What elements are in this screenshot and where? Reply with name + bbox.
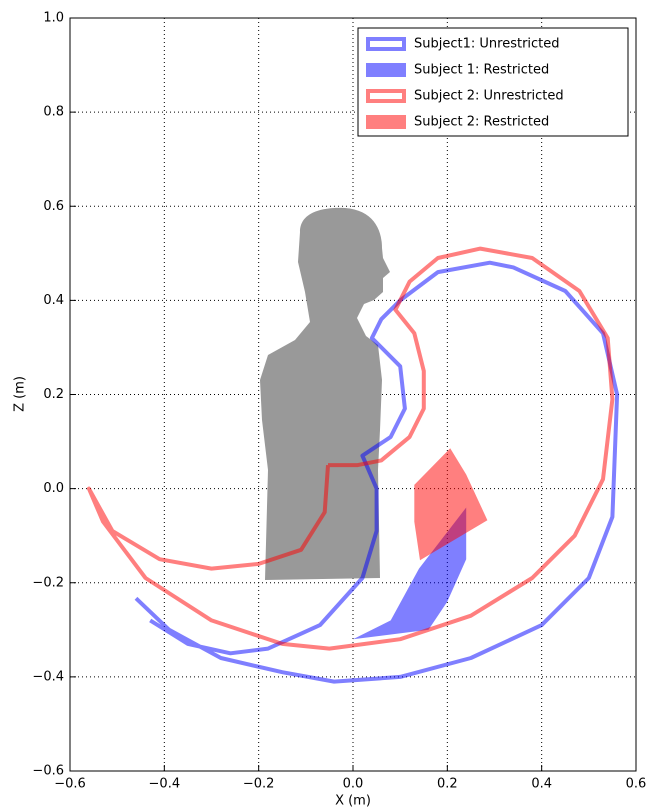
- x-tick-label: −0.2: [243, 777, 275, 792]
- y-tick-label: −0.4: [32, 669, 64, 684]
- y-axis-label: Z (m): [13, 376, 28, 412]
- x-tick-label: 0.2: [437, 777, 458, 792]
- trajectory-line: [134, 260, 620, 684]
- y-tick-label: 0.2: [43, 387, 64, 402]
- restricted-area: [414, 448, 488, 561]
- x-tick-label: −0.4: [149, 777, 181, 792]
- y-tick-label: −0.2: [32, 575, 64, 590]
- y-tick-label: 0.8: [43, 105, 64, 120]
- x-tick-label: 0.6: [626, 777, 647, 792]
- ticks: −0.6 −0.4 −0.2 0.0 0.2 0.4 0.6 −0.6 −0.4 −0.2 0.0 0…: [32, 11, 646, 792]
- legend-label: Subject1: Unrestricted: [414, 37, 560, 52]
- legend-label: Subject 2: Restricted: [414, 115, 549, 130]
- x-axis-label: X (m): [335, 794, 371, 809]
- restricted-area: [353, 507, 467, 640]
- legend-swatch: [366, 37, 406, 51]
- mannequin: [260, 207, 390, 581]
- y-tick-label: 0.4: [43, 293, 64, 308]
- y-tick-label: 1.0: [43, 11, 64, 26]
- marks: [86, 246, 620, 684]
- trajectory-line: [86, 246, 615, 651]
- legend-swatch: [366, 89, 406, 103]
- x-tick-label: 0.4: [531, 777, 552, 792]
- x-tick-label: 0.0: [343, 777, 364, 792]
- legend-swatch: [366, 115, 406, 129]
- y-tick-label: 0.6: [43, 199, 64, 214]
- y-tick-label: 0.0: [43, 481, 64, 496]
- legend: Subject1: Unrestricted Subject 1: Restric…: [357, 27, 629, 137]
- legend-label: Subject 2: Unrestricted: [414, 89, 564, 104]
- x-tick-label: −0.6: [54, 777, 86, 792]
- legend-swatch: [366, 63, 406, 77]
- y-tick-label: −0.6: [32, 764, 64, 779]
- legend-label: Subject 1: Restricted: [414, 63, 549, 78]
